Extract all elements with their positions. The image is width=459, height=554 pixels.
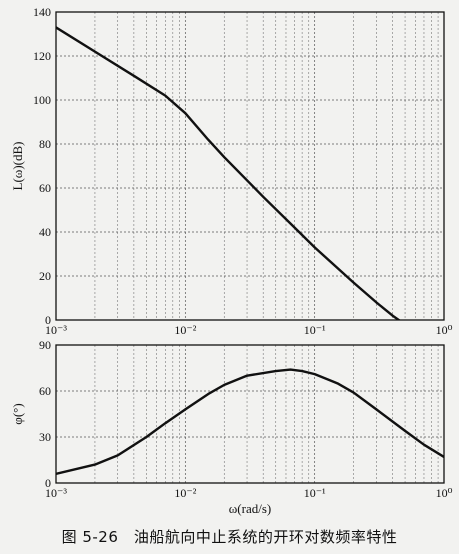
phase-xtick-label: 10⁰: [436, 486, 453, 500]
phase-xtick-label: 10⁻²: [174, 486, 196, 500]
magnitude-xtick-label: 10⁰: [436, 323, 453, 337]
phase-ytick-label: 60: [39, 384, 51, 398]
phase-ylabel: φ(°): [10, 403, 25, 424]
magnitude-xtick-label: 10⁻¹: [304, 323, 326, 337]
phase-xtick-label: 10⁻³: [45, 486, 67, 500]
magnitude-xtick-label: 10⁻²: [174, 323, 196, 337]
magnitude-frame: [55, 11, 445, 321]
magnitude-ytick-label: 100: [33, 93, 51, 107]
magnitude-ytick-label: 120: [33, 49, 51, 63]
magnitude-ytick-label: 60: [39, 181, 51, 195]
magnitude-ylabel: L(ω)(dB): [10, 142, 25, 191]
magnitude-ytick-label: 40: [39, 225, 51, 239]
phase-frame: [55, 344, 445, 484]
magnitude-ytick-label: 80: [39, 137, 51, 151]
phase-plot: 0 30 60 90 10⁻³ 10⁻² 10⁻¹ 10⁰ φ(°) ω(rad/s): [10, 338, 453, 516]
magnitude-plot: 0 20 40 60 80 100 120 140 10⁻³ 10⁻² 10⁻¹ 10⁰ L(ω)(dB…: [10, 5, 453, 337]
magnitude-ytick-label: 0: [45, 313, 51, 327]
phase-ytick-label: 90: [39, 338, 51, 352]
phase-curve: [56, 368, 444, 475]
magnitude-ytick-label: 140: [33, 5, 51, 19]
phase-xtick-label: 10⁻¹: [304, 486, 326, 500]
magnitude-curve: [56, 26, 401, 320]
phase-xlabel: ω(rad/s): [229, 501, 272, 516]
magnitude-xtick-label: 10⁻³: [45, 323, 67, 337]
magnitude-ytick-label: 20: [39, 269, 51, 283]
phase-ytick-label: 0: [45, 476, 51, 490]
phase-ytick-label: 30: [39, 430, 51, 444]
figure-caption: 图 5-26 油船航向中止系统的开环对数频率特性: [61, 528, 398, 546]
